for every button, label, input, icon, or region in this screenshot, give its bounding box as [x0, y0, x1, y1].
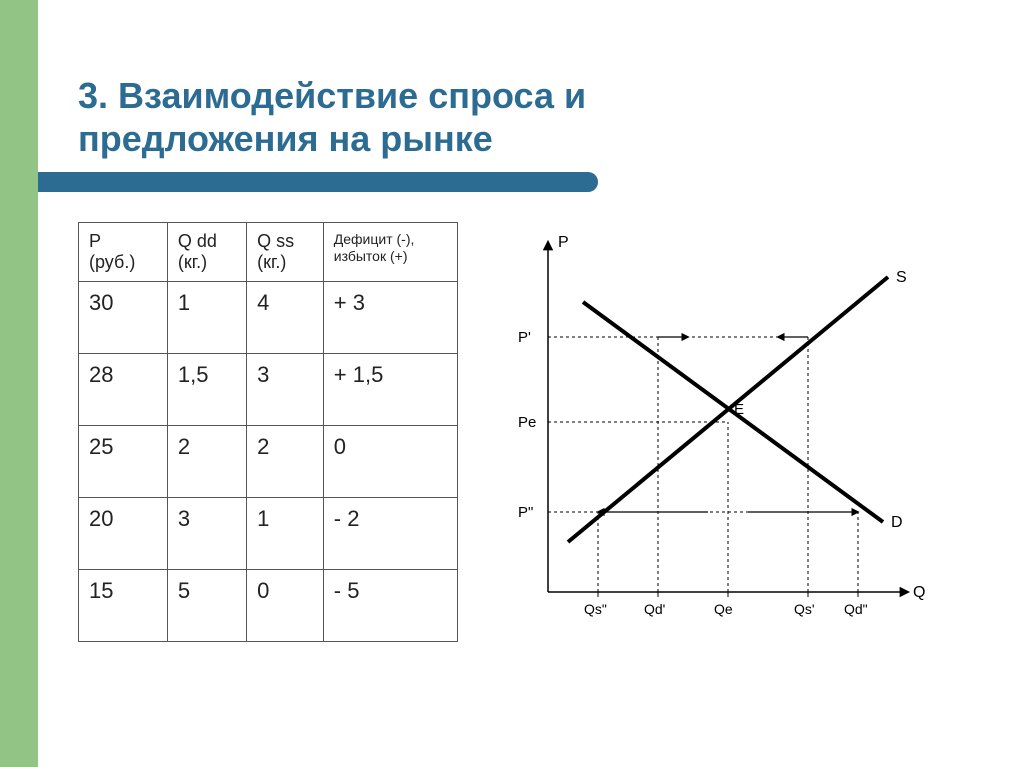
svg-text:Qd': Qd' [644, 601, 665, 617]
table-cell: - 2 [323, 498, 457, 570]
table-row: 3014+ 3 [79, 282, 458, 354]
title-line1: 3. Взаимодействие спроса и [78, 74, 586, 117]
table-cell: 2 [167, 426, 246, 498]
table-cell: 3 [247, 354, 324, 426]
th-qdd: Q dd (кг.) [167, 223, 246, 282]
data-table: P (руб.) Q dd (кг.) Q ss (кг.) Дефицит (… [78, 222, 458, 642]
svg-text:S: S [896, 269, 907, 286]
table-row: 1550- 5 [79, 570, 458, 642]
content-area: P (руб.) Q dd (кг.) Q ss (кг.) Дефицит (… [78, 222, 928, 642]
svg-text:Qs': Qs' [794, 601, 815, 617]
svg-text:P: P [558, 234, 569, 251]
table-row: 2031- 2 [79, 498, 458, 570]
table-cell: 28 [79, 354, 168, 426]
svg-text:Q: Q [913, 584, 925, 601]
table-row: 281,53+ 1,5 [79, 354, 458, 426]
table-body: 3014+ 3281,53+ 1,5252202031- 21550- 5 [79, 282, 458, 642]
table-cell: 1 [247, 498, 324, 570]
table-row: 25220 [79, 426, 458, 498]
table-cell: 5 [167, 570, 246, 642]
sidebar-accent [0, 0, 38, 767]
table-cell: 1,5 [167, 354, 246, 426]
svg-text:Qd": Qd" [844, 601, 868, 617]
supply-demand-chart: P Q S D P' Pe P" Qs" Qd' Qe Qs' Qd" E [488, 222, 928, 642]
table-cell: 4 [247, 282, 324, 354]
title-line2: предложения на рынке [78, 117, 586, 160]
svg-text:D: D [891, 514, 903, 531]
th-deficit: Дефицит (-), избыток (+) [323, 223, 457, 282]
th-qss: Q ss (кг.) [247, 223, 324, 282]
svg-text:Qs": Qs" [584, 601, 607, 617]
page-title: 3. Взаимодействие спроса и предложения н… [78, 74, 586, 160]
table-cell: - 5 [323, 570, 457, 642]
table-header-row: P (руб.) Q dd (кг.) Q ss (кг.) Дефицит (… [79, 223, 458, 282]
th-price: P (руб.) [79, 223, 168, 282]
table-cell: 25 [79, 426, 168, 498]
table-cell: 30 [79, 282, 168, 354]
table-cell: 1 [167, 282, 246, 354]
svg-text:Qe: Qe [714, 601, 733, 617]
table-cell: + 3 [323, 282, 457, 354]
table-cell: 15 [79, 570, 168, 642]
table-cell: 20 [79, 498, 168, 570]
table-cell: + 1,5 [323, 354, 457, 426]
table-cell: 0 [247, 570, 324, 642]
title-underline [38, 172, 598, 192]
table-cell: 2 [247, 426, 324, 498]
svg-text:Pe: Pe [518, 414, 536, 431]
svg-text:P': P' [518, 329, 531, 346]
table-cell: 3 [167, 498, 246, 570]
table-cell: 0 [323, 426, 457, 498]
svg-text:P": P" [518, 504, 533, 521]
svg-text:E: E [734, 401, 744, 418]
